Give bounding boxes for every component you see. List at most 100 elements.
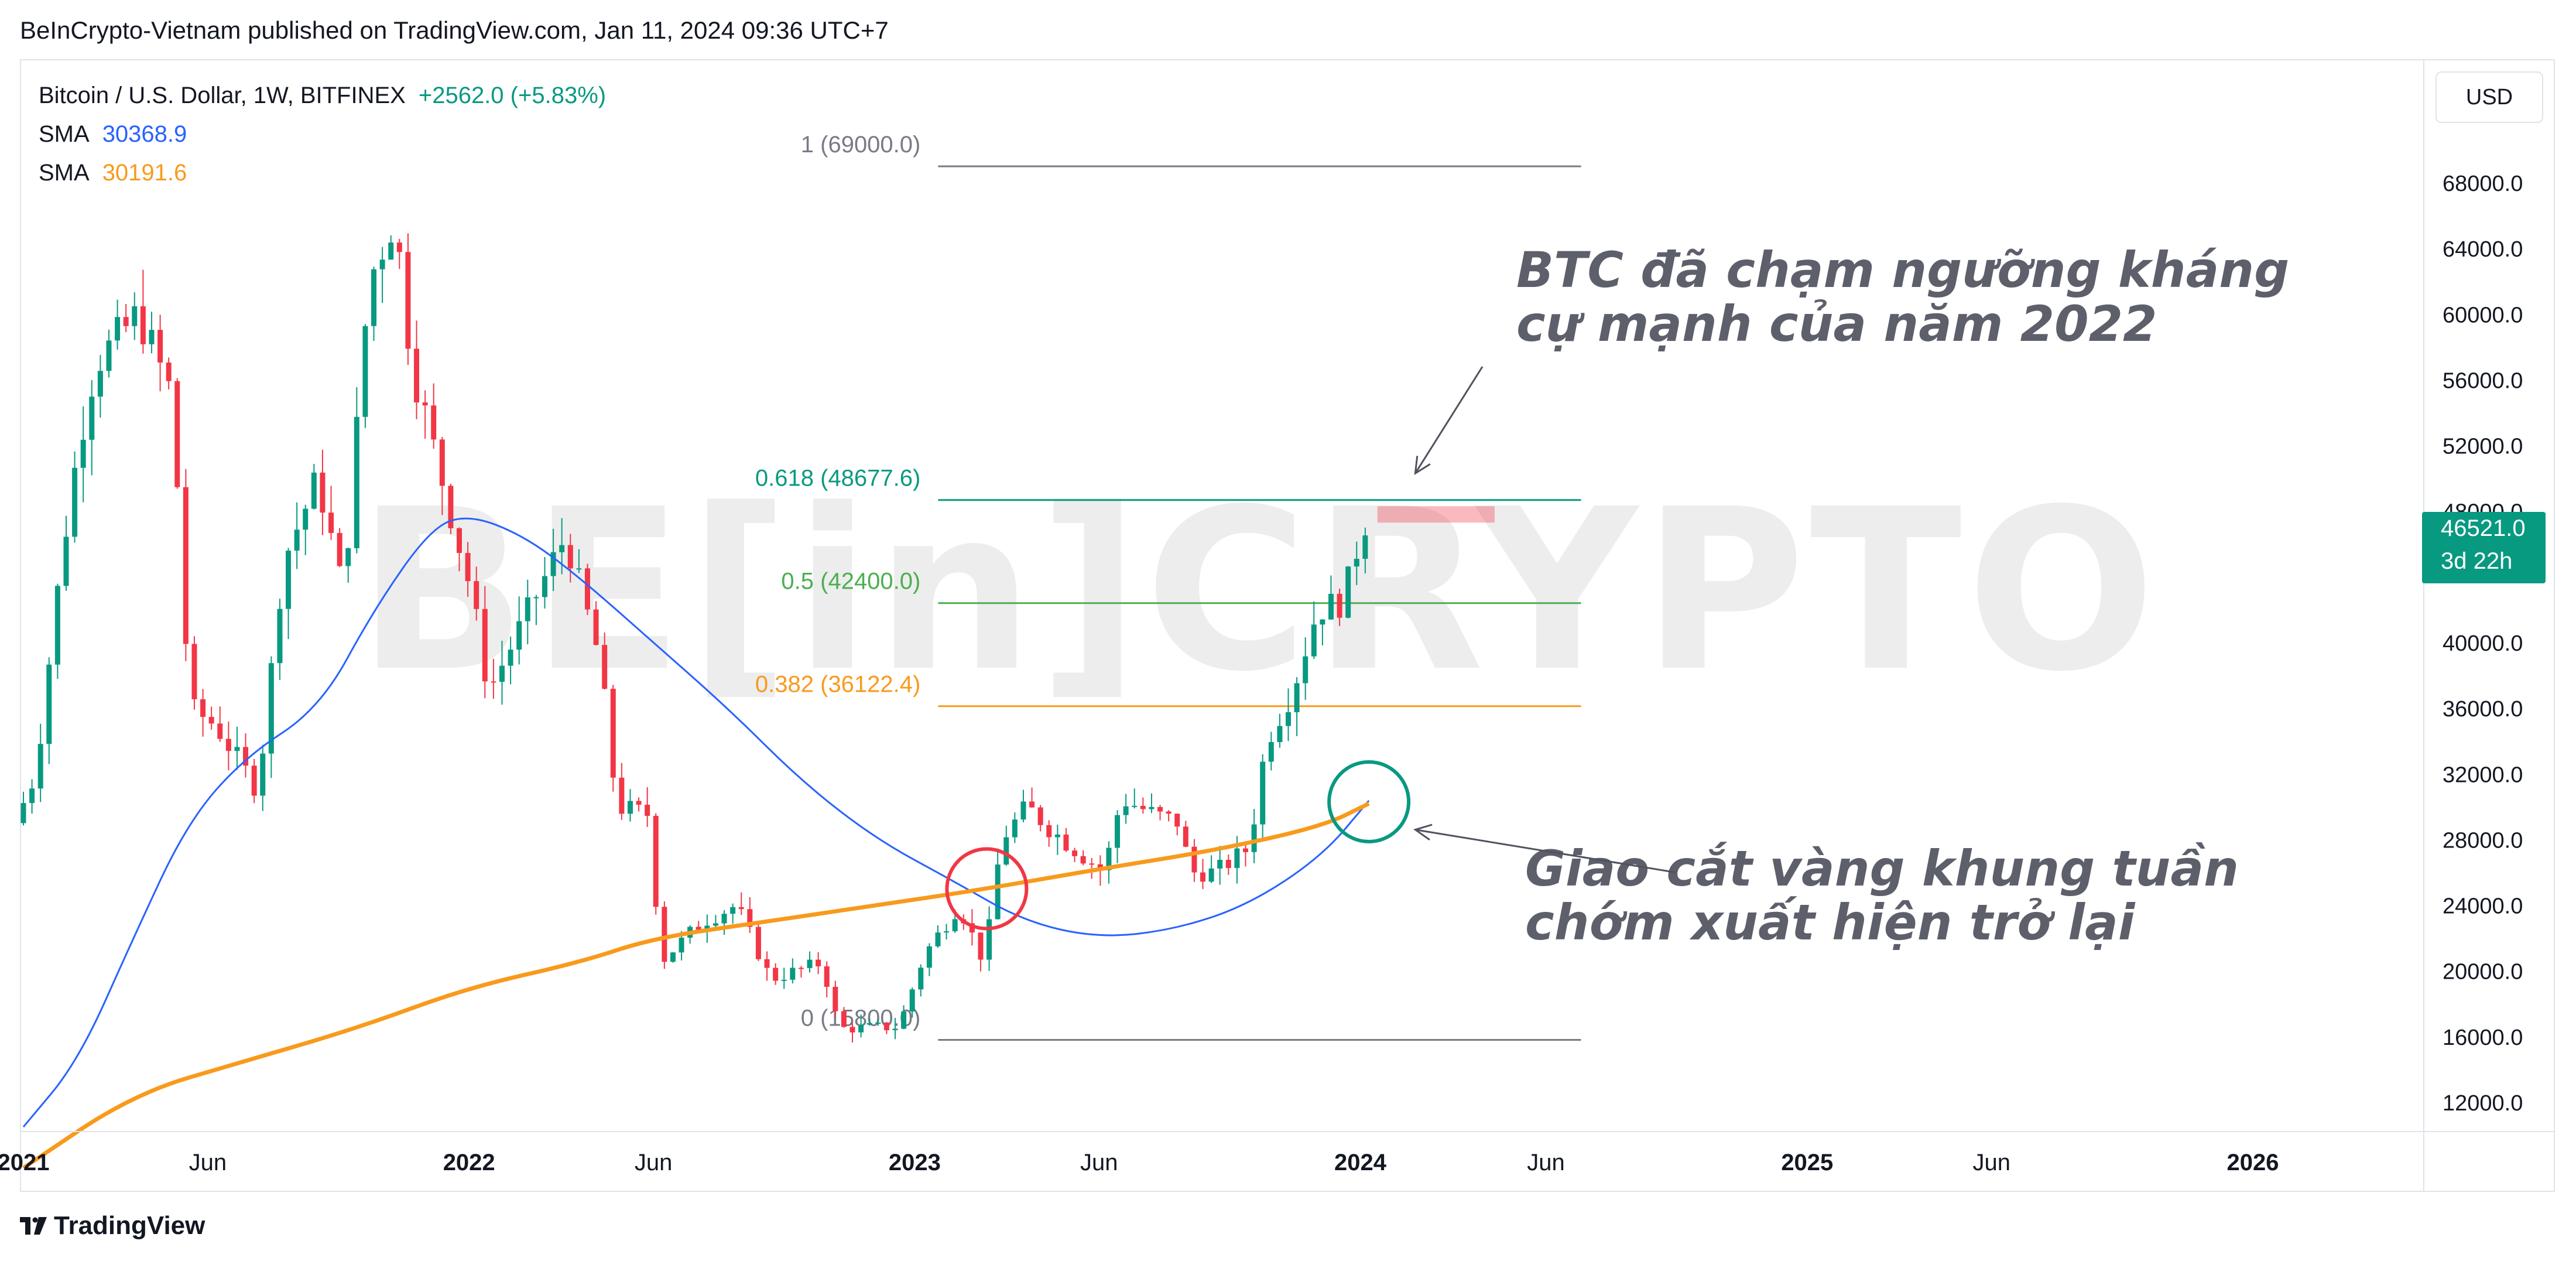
candle-up — [1320, 619, 1325, 625]
symbol-label: Bitcoin / U.S. Dollar, 1W, BITFINEX — [39, 83, 406, 108]
candle-down — [482, 609, 488, 682]
annotation-text: cự mạnh của năm 2022 — [1516, 295, 2157, 353]
candle-up — [1012, 819, 1018, 838]
candle-down — [593, 609, 599, 645]
chart-frame — [20, 59, 2555, 1192]
candle-down — [243, 747, 249, 766]
candle-down — [619, 777, 625, 814]
candle-down — [841, 1011, 847, 1027]
legend-sma-slow-row[interactable]: SMA 30191.6 — [39, 153, 606, 192]
candle-up — [935, 932, 941, 946]
legend-symbol-row[interactable]: Bitcoin / U.S. Dollar, 1W, BITFINEX +2562… — [39, 76, 606, 115]
price-change: +2562.0 (+5.83%) — [418, 83, 607, 108]
fib-level-label: 0.5 (42400.0) — [781, 569, 920, 594]
candle-down — [610, 689, 616, 778]
fib-level-label: 1 (69000.0) — [801, 132, 921, 158]
candle-down — [405, 252, 411, 349]
candle-up — [670, 952, 676, 962]
candle-down — [653, 815, 659, 907]
sma-fast-label: SMA — [39, 121, 90, 147]
candle-up — [730, 907, 736, 914]
candle-up — [918, 968, 924, 990]
candle-up — [721, 914, 727, 924]
candle-up — [1354, 559, 1359, 567]
candle-down — [491, 681, 496, 683]
highlight-circle — [945, 847, 1029, 931]
candle-up — [1311, 624, 1317, 657]
y-tick-label: 68000.0 — [2443, 172, 2523, 196]
y-tick-label: 40000.0 — [2443, 631, 2523, 656]
candle-up — [268, 663, 274, 754]
candle-up — [901, 1011, 907, 1029]
candle-up — [781, 979, 787, 981]
candle-up — [1234, 848, 1240, 869]
candle-down — [798, 968, 804, 969]
candle-down — [1174, 814, 1180, 827]
candle-up — [106, 340, 112, 371]
bar-countdown: 3d 22h — [2441, 548, 2513, 574]
candle-down — [969, 923, 975, 933]
candle-down — [833, 986, 838, 1011]
candle-up — [533, 597, 539, 599]
x-tick-label: 2024 — [1334, 1150, 1387, 1175]
sma-slow-line — [22, 801, 1370, 1170]
candle-down — [1166, 811, 1171, 814]
sma-slow-value: 30191.6 — [102, 160, 187, 186]
x-tick-label: Jun — [635, 1150, 673, 1175]
candle-down — [1225, 860, 1231, 869]
tradingview-logo[interactable]: TradingView — [20, 1211, 205, 1240]
candle-up — [303, 508, 309, 530]
annotation-arrow — [1415, 829, 1676, 873]
candle-up — [1268, 742, 1274, 762]
candle-down — [662, 907, 667, 962]
candle-up — [1328, 593, 1334, 620]
candle-down — [414, 348, 420, 403]
currency-button[interactable]: USD — [2435, 71, 2543, 123]
candle-up — [63, 536, 69, 586]
candle-down — [636, 801, 642, 805]
candle-up — [371, 269, 377, 326]
candle-down — [225, 739, 231, 751]
candle-down — [1337, 593, 1342, 618]
candle-down — [849, 1027, 855, 1033]
candle-up — [294, 529, 300, 551]
x-tick-label: 2021 — [0, 1150, 49, 1175]
annotation-text: BTC đã chạm ngưỡng kháng — [1516, 241, 2289, 299]
candle-up — [525, 597, 530, 621]
candle-down — [474, 581, 479, 609]
legend-sma-fast-row[interactable]: SMA 30368.9 — [39, 115, 606, 153]
candle-down — [431, 405, 437, 440]
candle-down — [208, 717, 214, 724]
candle-down — [738, 907, 744, 910]
candle-down — [1072, 850, 1078, 856]
y-tick-label: 36000.0 — [2443, 697, 2523, 722]
candle-down — [1157, 806, 1163, 812]
candle-up — [995, 864, 1001, 920]
candle-up — [1251, 824, 1257, 852]
candle-up — [1208, 868, 1214, 882]
candle-down — [166, 363, 172, 381]
candle-up — [1106, 847, 1112, 870]
x-tick-label: 2025 — [1781, 1150, 1833, 1175]
candle-down — [183, 487, 189, 644]
candle-up — [1303, 656, 1308, 683]
candle-down — [1037, 807, 1043, 825]
tradingview-brand: TradingView — [54, 1211, 205, 1240]
candle-down — [764, 959, 770, 968]
arrow-head-icon — [1413, 823, 1433, 841]
candle-up — [132, 306, 138, 326]
annotation-arrow — [1414, 366, 1484, 474]
candle-up — [627, 801, 633, 814]
candle-up — [926, 946, 932, 968]
candle-down — [1063, 834, 1069, 851]
candle-down — [1183, 826, 1188, 847]
y-tick-label: 24000.0 — [2443, 894, 2523, 919]
candle-up — [115, 317, 121, 341]
candle-down — [1191, 846, 1197, 873]
candle-up — [516, 621, 522, 650]
candle-up — [149, 330, 155, 344]
candle-up — [311, 472, 317, 509]
x-tick-label: 2026 — [2227, 1150, 2279, 1175]
last-price-value: 46521.0 — [2441, 515, 2526, 541]
